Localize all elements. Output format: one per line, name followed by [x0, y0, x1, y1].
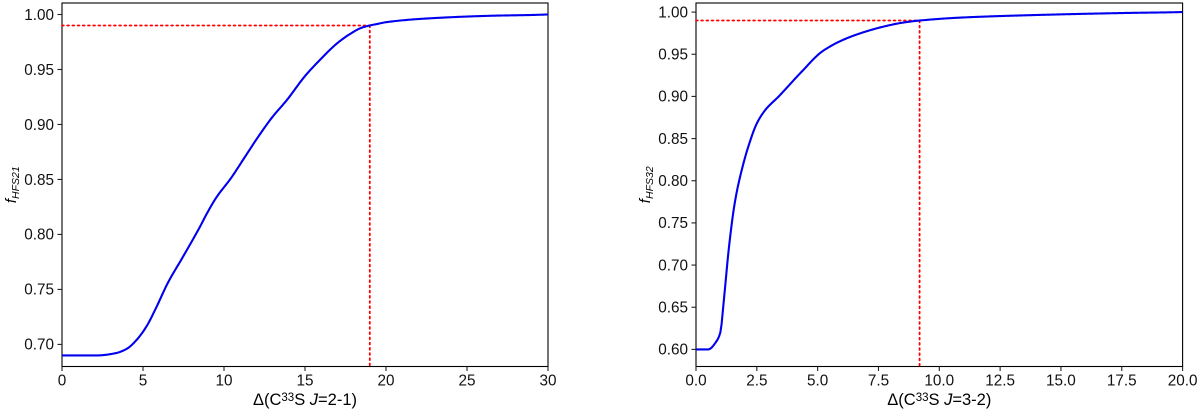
svg-text:1.00: 1.00 — [24, 7, 54, 24]
svg-text:0.70: 0.70 — [24, 337, 54, 354]
svg-text:0.75: 0.75 — [24, 282, 54, 299]
svg-text:17.5: 17.5 — [1107, 373, 1137, 390]
svg-text:0.95: 0.95 — [24, 62, 54, 79]
svg-text:5.0: 5.0 — [807, 373, 828, 390]
svg-text:10: 10 — [215, 373, 232, 390]
svg-text:Δ(C33S J=3-2): Δ(C33S J=3-2) — [887, 391, 991, 409]
svg-text:25: 25 — [458, 373, 475, 390]
svg-text:0.65: 0.65 — [658, 300, 688, 317]
svg-text:1.00: 1.00 — [658, 4, 688, 21]
svg-text:0.90: 0.90 — [24, 117, 54, 134]
svg-text:0.60: 0.60 — [658, 342, 688, 359]
svg-text:0: 0 — [58, 373, 67, 390]
svg-text:10.0: 10.0 — [924, 373, 954, 390]
svg-text:0.80: 0.80 — [24, 227, 54, 244]
svg-text:20: 20 — [377, 373, 394, 390]
svg-text:15: 15 — [296, 373, 313, 390]
svg-text:12.5: 12.5 — [985, 373, 1015, 390]
svg-text:0.85: 0.85 — [658, 131, 688, 148]
svg-text:0.85: 0.85 — [24, 172, 54, 189]
svg-text:0.0: 0.0 — [685, 373, 706, 390]
svg-text:0.75: 0.75 — [658, 215, 688, 232]
svg-text:0.70: 0.70 — [658, 257, 688, 274]
svg-text:0.80: 0.80 — [658, 173, 688, 190]
svg-text:7.5: 7.5 — [868, 373, 889, 390]
svg-text:0.90: 0.90 — [658, 89, 688, 106]
svg-text:5: 5 — [139, 373, 148, 390]
svg-text:2.5: 2.5 — [746, 373, 767, 390]
svg-text:30: 30 — [539, 373, 556, 390]
svg-text:15.0: 15.0 — [1046, 373, 1076, 390]
svg-text:0.95: 0.95 — [658, 47, 688, 64]
svg-text:Δ(C33S J=2-1): Δ(C33S J=2-1) — [253, 391, 357, 409]
svg-text:20.0: 20.0 — [1168, 373, 1198, 390]
